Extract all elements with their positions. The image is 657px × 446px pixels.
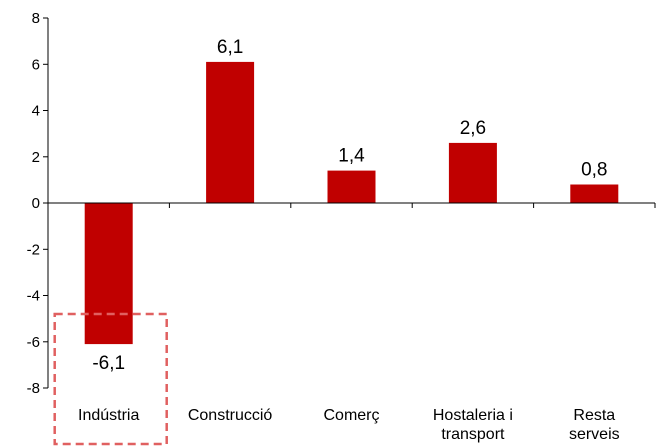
axis-layer: 8 6 4 2 0 -2 -4 -6 -8 [27, 10, 656, 397]
labels-layer: -6,1 Indústria 6,1 Construcció 1,4 Comerç 2,6 H… [78, 37, 620, 443]
data-label: 2,6 [460, 118, 486, 139]
category-label: Resta [573, 407, 615, 424]
y-tick-label: 6 [32, 56, 40, 73]
y-tick-label: -2 [27, 241, 40, 258]
bar [84, 203, 133, 345]
y-tick-label: 2 [32, 149, 40, 166]
bar [570, 184, 619, 203]
data-label: -6,1 [92, 353, 125, 374]
y-tick-label: 8 [32, 10, 40, 27]
bar [327, 170, 376, 203]
y-tick-label: -4 [27, 288, 40, 305]
category-label: transport [441, 426, 505, 443]
data-label: 1,4 [338, 146, 365, 167]
y-tick-label: -6 [27, 334, 40, 351]
bars-layer [84, 61, 619, 345]
y-tick-label: 4 [32, 103, 40, 120]
y-tick-label: -8 [27, 380, 40, 397]
data-label: 6,1 [217, 37, 243, 58]
category-label: serveis [569, 426, 620, 443]
y-tick-label: 0 [32, 195, 40, 212]
bar [448, 142, 497, 203]
category-label: Hostaleria i [433, 407, 513, 424]
data-label: 0,8 [581, 160, 607, 181]
category-label: Comerç [323, 407, 379, 424]
bar [206, 61, 255, 204]
highlight-box [53, 312, 168, 446]
category-label: Indústria [78, 407, 139, 424]
highlight-layer [53, 312, 168, 446]
category-label: Construcció [188, 407, 273, 424]
